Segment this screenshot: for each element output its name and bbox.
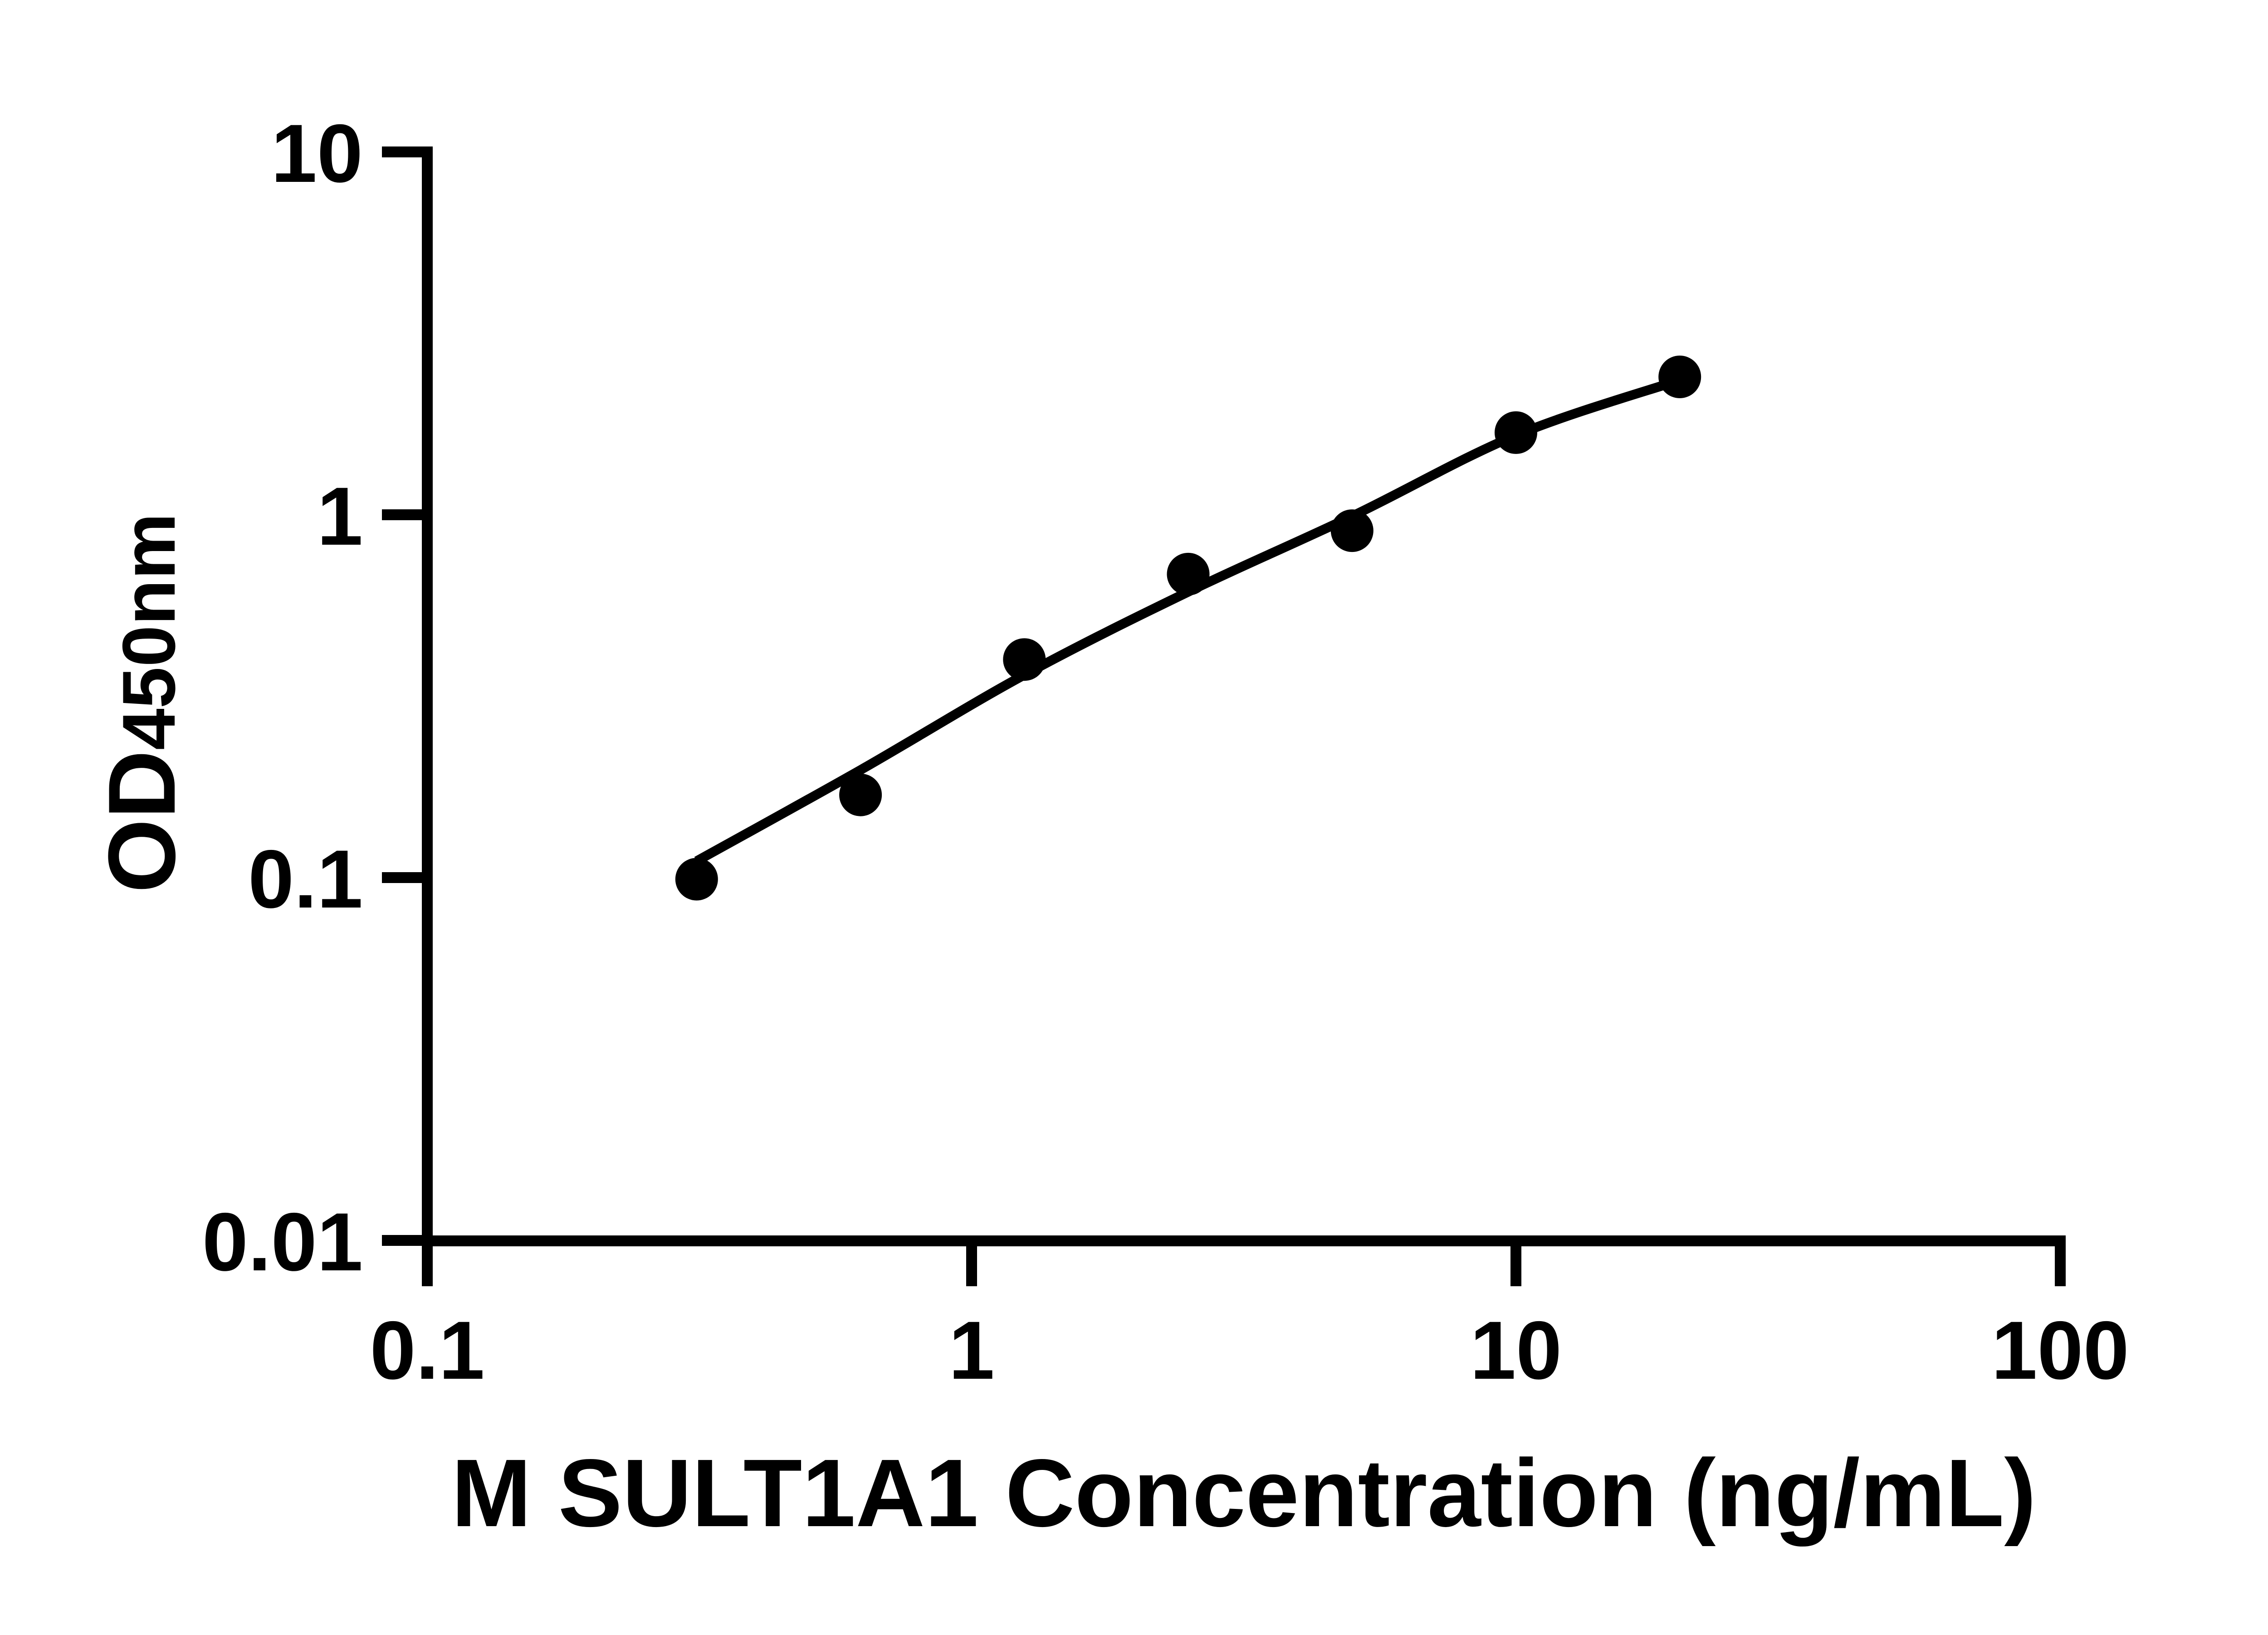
axes xyxy=(382,146,2066,1286)
y-axis-title: OD450nm xyxy=(88,513,195,893)
data-point xyxy=(675,858,718,901)
y-tick-label: 1 xyxy=(317,470,363,562)
data-point xyxy=(1330,509,1374,552)
y-tick-label: 0.01 xyxy=(202,1196,363,1288)
data-point xyxy=(1003,638,1046,681)
data-point xyxy=(839,773,882,816)
y-axis-title-subscript: 450nm xyxy=(107,513,191,750)
x-tick-label: 0.1 xyxy=(370,1304,484,1396)
data-point xyxy=(1167,552,1210,595)
y-tick-label: 0.1 xyxy=(248,833,363,925)
x-tick-label: 10 xyxy=(1470,1304,1562,1396)
y-axis-title-main: OD xyxy=(88,750,195,893)
data-points xyxy=(675,356,1701,901)
y-tick-label: 10 xyxy=(271,107,363,200)
data-point xyxy=(1658,356,1701,398)
x-axis-title: M SULT1A1 Concentration (ng/mL) xyxy=(451,1439,2036,1547)
x-tick-label: 1 xyxy=(948,1304,994,1396)
data-point xyxy=(1495,411,1537,454)
x-tick-label: 100 xyxy=(1991,1304,2129,1396)
